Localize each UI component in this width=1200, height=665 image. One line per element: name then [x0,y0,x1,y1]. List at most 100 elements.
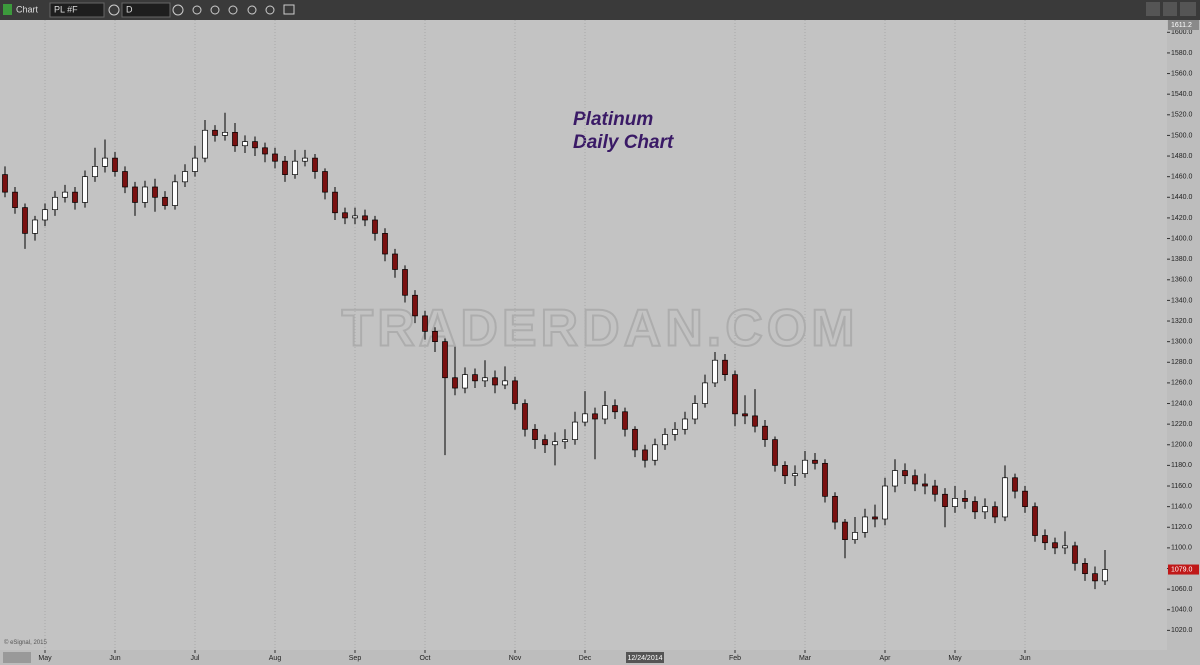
maximize-button[interactable] [1163,2,1177,16]
candle-body [362,215,368,221]
candle-body [632,428,638,451]
candle-body [12,191,18,208]
candle-body [32,219,38,234]
candle-body [102,157,108,167]
candle-body [152,186,158,198]
candle-body [1032,506,1038,536]
y-tick-label: 1440.0 [1171,194,1193,201]
candle-body [612,405,618,413]
close-button[interactable] [1180,2,1196,16]
candle-body [862,516,868,533]
candle-body [492,377,498,386]
y-tick-label: 1420.0 [1171,215,1193,222]
y-tick-label: 1560.0 [1171,70,1193,77]
candle-body [1012,477,1018,492]
candle-body [772,439,778,466]
interval-box[interactable] [121,2,171,18]
y-tick-label: 1480.0 [1171,153,1193,160]
y-tick-label: 1380.0 [1171,256,1193,263]
candle-body [442,341,448,379]
draw-tool[interactable] [192,5,202,15]
x-tick-label: Jul [191,655,200,662]
candle-body [282,160,288,175]
candle-body [452,377,458,389]
cursor-label: 12/24/2014 [627,655,662,662]
candle-body [112,157,118,172]
candle-body [252,141,258,149]
candle-body [332,191,338,214]
candle-body [122,171,128,188]
minimize-button[interactable] [1146,2,1160,16]
candle-body [422,315,428,332]
toolbar [0,0,1200,20]
x-tick-label: May [948,655,962,662]
candle-body [672,428,678,435]
candle-body [712,359,718,384]
candle-body [182,171,188,183]
clock-button[interactable] [172,4,184,16]
remove-button[interactable] [247,5,257,15]
candle-body [22,207,28,234]
candle-body [1102,569,1108,582]
y-tick-label: 1500.0 [1171,132,1193,139]
y-tick-label: 1260.0 [1171,380,1193,387]
candle-body [1002,477,1008,518]
candle-body [142,186,148,203]
candle-body [1022,490,1028,507]
candle-body [272,153,278,162]
candle-body [1092,573,1098,582]
candle-body [222,131,228,136]
candle-body [622,411,628,430]
candle-body [732,374,738,415]
candle-body [992,506,998,518]
candle-body [932,485,938,495]
candle-body [302,157,308,162]
candle-body [582,413,588,423]
cursor-box [626,652,664,663]
y-tick-label: 1040.0 [1171,607,1193,614]
candle-body [342,212,348,219]
comment-button[interactable] [283,4,295,15]
candle-body [832,495,838,523]
interval-toggle[interactable] [3,652,31,663]
candle-body [192,157,198,172]
candle-body [512,380,518,404]
window-icon [3,4,12,15]
candle-body [502,380,508,386]
candle-body [52,196,58,211]
candle-body [542,439,548,446]
candle-body [92,166,98,178]
chart-title: Platinum [573,109,653,130]
y-tick-label: 1180.0 [1171,462,1192,469]
x-tick-label: Mar [799,655,812,662]
y-tick-label: 1540.0 [1171,91,1193,98]
candle-body [42,209,48,221]
price-axis [1167,20,1200,665]
x-tick-label: Oct [420,655,431,662]
candle-body [352,215,358,219]
link-button[interactable] [265,5,275,15]
candle-body [722,359,728,376]
x-tick-label: May [38,655,52,662]
candle-body [1072,545,1078,564]
add-button[interactable] [228,5,238,15]
tool-button[interactable] [210,5,220,15]
y-tick-label: 1400.0 [1171,235,1193,242]
candle-body [82,176,88,203]
candle-body [552,441,558,446]
top-price-box [1168,20,1199,30]
candle-body [242,141,248,147]
y-tick-label: 1320.0 [1171,318,1193,325]
symbol-button[interactable] [108,4,120,16]
candle-body [962,498,968,502]
candle-body [412,294,418,317]
symbol: PL #F [54,4,78,14]
candle-body [892,470,898,487]
candle-body [472,374,478,382]
top-price-label: 1611.2 [1171,22,1192,29]
symbol-box[interactable] [49,2,105,18]
candle-body [662,434,668,446]
x-tick-label: Apr [880,655,892,662]
